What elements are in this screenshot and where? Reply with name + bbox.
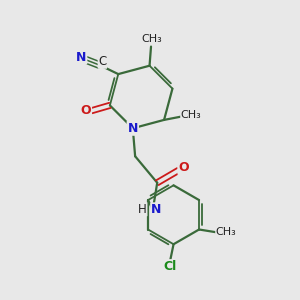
Text: N: N bbox=[151, 203, 161, 216]
Text: Cl: Cl bbox=[164, 260, 177, 273]
Text: CH₃: CH₃ bbox=[181, 110, 202, 120]
Text: CH₃: CH₃ bbox=[141, 34, 162, 44]
Text: N: N bbox=[128, 122, 138, 135]
Text: H: H bbox=[138, 203, 147, 216]
Text: N: N bbox=[76, 50, 86, 64]
Text: O: O bbox=[178, 161, 189, 174]
Text: CH₃: CH₃ bbox=[216, 227, 236, 237]
Text: C: C bbox=[98, 55, 106, 68]
Text: O: O bbox=[80, 104, 91, 117]
